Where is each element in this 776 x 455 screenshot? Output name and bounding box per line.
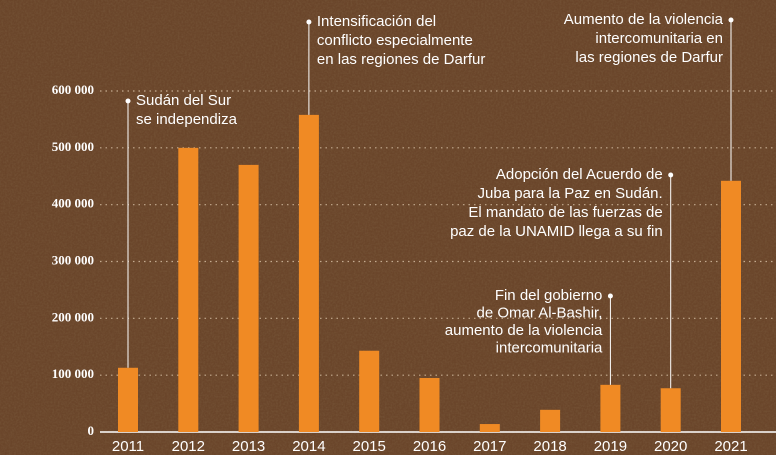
bar [721, 180, 741, 432]
bar [178, 147, 199, 433]
annotation-text: intercomunitaria [496, 339, 603, 356]
x-tick-label: 2016 [413, 438, 446, 455]
bar [479, 424, 500, 432]
annotation-text: Aumento de la violencia [564, 11, 724, 28]
bar [238, 164, 259, 432]
annotation-text: las regiones de Darfur [575, 49, 723, 66]
bar [359, 350, 380, 432]
annotation-dot [125, 98, 131, 104]
x-tick-label: 2021 [714, 438, 747, 455]
annotation-text: paz de la UNAMID llega a su fin [450, 223, 663, 240]
y-tick-label: 400 000 [52, 196, 94, 211]
y-tick-label: 600 000 [52, 82, 94, 97]
annotation-text: aumento de la violencia [445, 322, 603, 339]
y-tick-label: 300 000 [52, 252, 94, 267]
x-tick-label: 2019 [594, 438, 627, 455]
annotation-dot [668, 172, 674, 178]
x-tick-label: 2020 [654, 438, 687, 455]
bar [298, 114, 319, 433]
annotation-text: de Omar Al-Bashir, [477, 304, 603, 321]
annotation-dot [306, 19, 312, 25]
y-tick-label: 100 000 [52, 366, 94, 381]
x-tick-label: 2013 [232, 438, 265, 455]
annotation-text: en las regiones de Darfur [317, 51, 485, 68]
bar [419, 378, 440, 432]
annotation-text: Sudán del Sur [136, 92, 231, 109]
annotation-dot [607, 293, 613, 299]
annotation-text: intercomunitaria en [595, 30, 723, 47]
bar [118, 367, 138, 432]
annotation-text: conflicto especialmente [317, 32, 473, 49]
annotation-dot [728, 17, 734, 23]
x-tick-label: 2012 [172, 438, 205, 455]
annotation-text: El mandato de las fuerzas de [468, 204, 662, 221]
y-tick-label: 500 000 [52, 139, 94, 154]
x-tick-label: 2015 [353, 438, 386, 455]
bar [540, 409, 561, 432]
x-tick-label: 2011 [112, 438, 144, 455]
x-tick-label: 2014 [292, 438, 325, 455]
annotation-text: Adopción del Acuerdo de [496, 166, 663, 183]
annotation-text: Fin del gobierno [495, 287, 603, 304]
y-tick-label: 0 [88, 423, 95, 438]
bar [660, 388, 681, 432]
x-tick-label: 2017 [473, 438, 506, 455]
annotation-text: Juba para la Paz en Sudán. [478, 185, 663, 202]
bar [600, 384, 621, 432]
annotation-text: Intensificación del [317, 13, 436, 30]
y-tick-label: 200 000 [52, 309, 94, 324]
annotation-text: se independiza [136, 111, 238, 128]
x-tick-label: 2018 [533, 438, 566, 455]
